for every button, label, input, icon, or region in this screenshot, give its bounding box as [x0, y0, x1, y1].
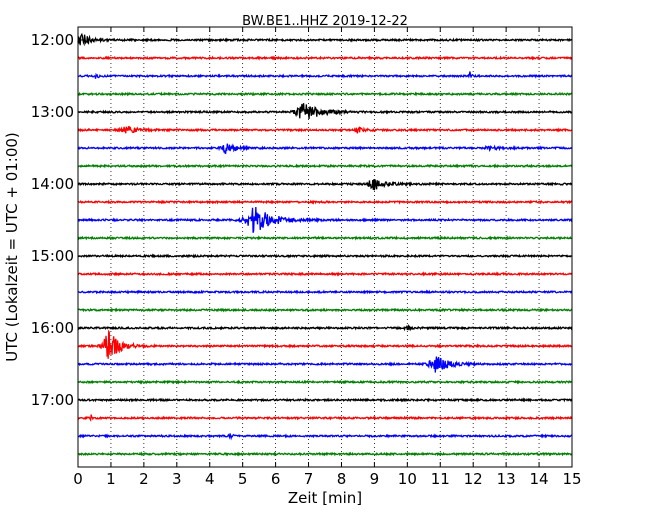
trace-line [77, 32, 573, 47]
x-tick-label: 13 [497, 470, 516, 488]
trace-line [77, 451, 573, 457]
trace-line [77, 397, 573, 403]
x-tick-label: 11 [431, 470, 450, 488]
x-tick-label: 2 [139, 470, 149, 488]
x-tick-label: 3 [172, 470, 182, 488]
y-tick-label: 17:00 [31, 391, 74, 409]
trace-group [77, 32, 573, 457]
trace-line [77, 323, 573, 332]
trace-line [77, 414, 573, 423]
y-tick-label: 13:00 [31, 103, 74, 121]
trace-line [77, 379, 573, 385]
trace-line [77, 179, 573, 191]
trace-line [77, 199, 573, 205]
y-tick-label: 14:00 [31, 175, 74, 193]
x-tick-label: 14 [530, 470, 549, 488]
trace-line [77, 289, 573, 295]
trace-line [77, 103, 573, 120]
x-tick-label: 0 [73, 470, 83, 488]
grid-lines [110, 27, 540, 467]
x-tick-label: 12 [464, 470, 483, 488]
x-tick-label: 5 [238, 470, 248, 488]
chart-title: BW.BE1..HHZ 2019-12-22 [242, 14, 408, 29]
trace-line [77, 91, 573, 97]
x-tick-label: 8 [337, 470, 347, 488]
trace-line [77, 307, 573, 313]
x-tick-label: 4 [205, 470, 215, 488]
plot-frame [77, 26, 573, 468]
trace-line [77, 71, 573, 79]
trace-line [77, 55, 573, 61]
trace-line [77, 125, 573, 134]
x-axis-label: Zeit [min] [288, 489, 362, 507]
x-axis: 0 1 2 3 4 5 6 7 8 9 10 11 12 13 14 15 [73, 27, 582, 488]
trace-line [77, 163, 573, 169]
x-tick-label: 15 [562, 470, 581, 488]
trace-line [77, 207, 573, 233]
trace-line [77, 271, 573, 277]
trace-line [77, 356, 573, 373]
y-tick-label: 15:00 [31, 247, 74, 265]
x-tick-label: 10 [398, 470, 417, 488]
x-tick-label: 1 [106, 470, 116, 488]
trace-line [77, 329, 573, 359]
trace-line [77, 253, 573, 259]
y-axis-label: UTC (Lokalzeit = UTC + 01:00) [3, 132, 21, 362]
trace-line [77, 143, 573, 155]
x-tick-label: 9 [370, 470, 380, 488]
y-tick-label: 12:00 [31, 31, 74, 49]
trace-line [77, 235, 573, 241]
x-tick-label: 6 [271, 470, 281, 488]
x-tick-label: 7 [304, 470, 314, 488]
y-tick-label: 16:00 [31, 319, 74, 337]
trace-line [77, 433, 573, 441]
y-axis: 12:00 13:00 14:00 15:00 16:00 17:00 [31, 31, 572, 409]
